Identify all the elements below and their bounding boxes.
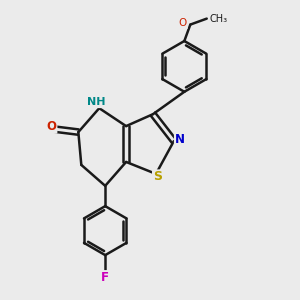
Text: O: O [179, 18, 187, 28]
Text: S: S [153, 170, 162, 183]
Text: F: F [101, 271, 109, 284]
Text: N: N [175, 133, 185, 146]
Text: NH: NH [87, 97, 106, 107]
Text: CH₃: CH₃ [209, 14, 227, 24]
Text: O: O [46, 120, 56, 133]
